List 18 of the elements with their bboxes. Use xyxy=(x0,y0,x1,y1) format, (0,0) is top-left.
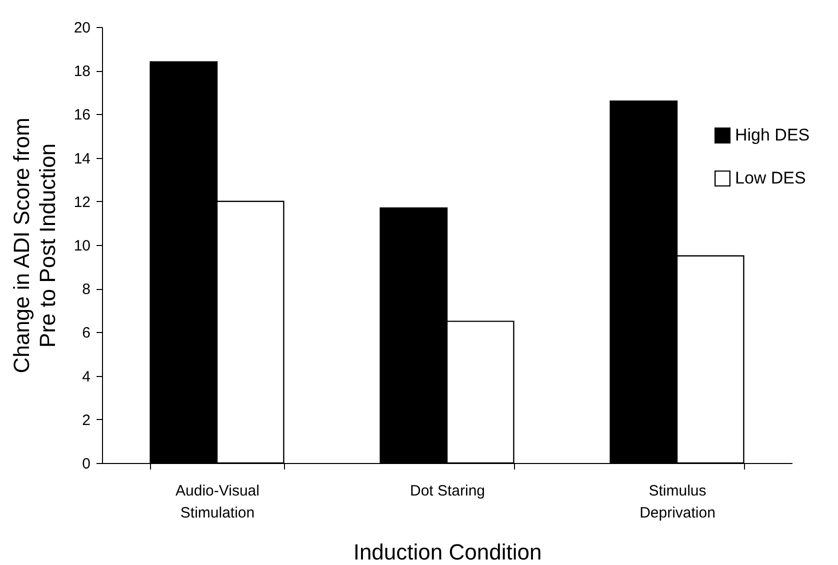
y-axis-title: Change in ADI Score from Pre to Post Induction xyxy=(8,118,60,374)
y-tick-label: 10 xyxy=(74,238,90,254)
y-tick-label: 4 xyxy=(82,368,90,386)
y-tick-label: 0 xyxy=(82,456,90,472)
y-tick-label: 8 xyxy=(82,281,90,298)
y-tick-label: 20 xyxy=(74,20,90,36)
x-tick-label: Audio-Visual Stimulation xyxy=(176,482,260,522)
y-tick-label: 12 xyxy=(74,194,90,211)
x-tick-label: Dot Staring xyxy=(410,482,486,500)
y-tick-label: 6 xyxy=(82,324,90,342)
y-tick-label: 14 xyxy=(74,150,90,168)
legend-label: High DES xyxy=(735,126,810,144)
y-tick-label: 18 xyxy=(74,63,90,80)
y-tick-label: 16 xyxy=(74,106,90,124)
y-tick-label: 2 xyxy=(82,412,90,429)
legend-label: Low DES xyxy=(735,168,806,188)
x-tick-label: Stimulus Deprivation xyxy=(640,482,716,522)
x-axis-title: Induction Condition xyxy=(353,540,542,564)
